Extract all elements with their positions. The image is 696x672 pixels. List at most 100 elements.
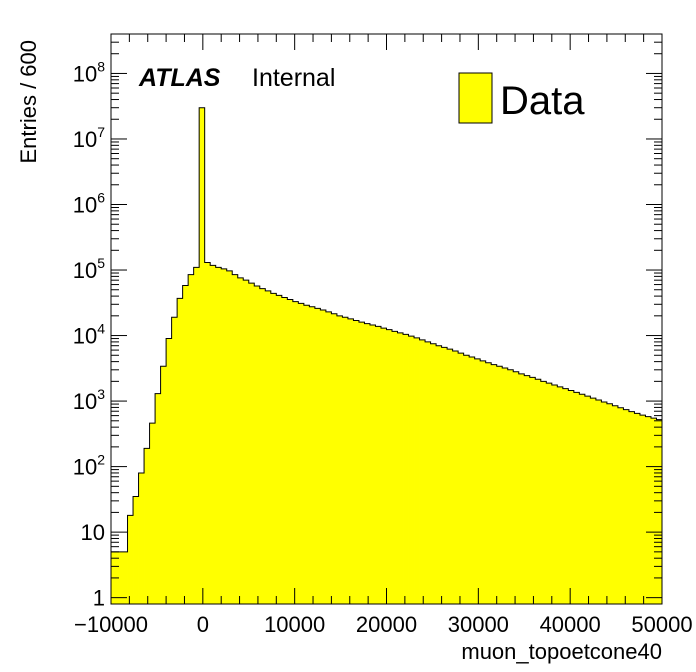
x-tick-label: 30000 (448, 612, 509, 637)
histogram-bar (243, 280, 250, 604)
histogram-bar (303, 305, 310, 604)
histogram-bar (364, 323, 371, 604)
histogram-bar (617, 407, 624, 604)
histogram-bar (133, 496, 139, 604)
histogram-bar (210, 265, 217, 604)
histogram-bar (612, 405, 619, 604)
histogram-bar (281, 297, 288, 604)
histogram-bar (496, 366, 503, 604)
x-tick-label: 50000 (631, 612, 692, 637)
histogram-bar (485, 362, 492, 604)
histogram-bar (265, 290, 272, 604)
histogram-bar (480, 360, 487, 604)
histogram-bar (529, 377, 536, 604)
histogram-bar (513, 371, 520, 604)
histogram-bar (138, 472, 145, 604)
axis-tick-labels: −10000 0 10000 20000 30000 40000 50000 1 10 102 10… (73, 58, 693, 637)
histogram-bar (425, 341, 431, 604)
histogram-bar (568, 390, 575, 604)
histogram-bar (595, 399, 602, 604)
histogram-bar (474, 358, 481, 604)
histogram-bar (254, 286, 261, 604)
histogram-bar (342, 317, 349, 604)
histogram-bar (369, 324, 376, 604)
histogram-bar (237, 277, 244, 604)
y-tick-label: 102 (73, 452, 105, 480)
histogram-bar (287, 299, 294, 604)
histogram-bar (590, 398, 597, 604)
histogram-bar (645, 416, 652, 604)
histogram-bar (601, 401, 608, 604)
histogram-bar (358, 322, 365, 604)
histogram-bar (584, 396, 591, 604)
histogram-bar (656, 419, 663, 604)
histogram-bar (524, 375, 531, 604)
atlas-label: ATLAS (138, 64, 221, 92)
histogram-bar (386, 329, 393, 604)
y-tick-label: 103 (73, 386, 105, 414)
histogram-bar (375, 326, 382, 604)
x-tick-label: 20000 (356, 612, 417, 637)
histogram-bar (546, 383, 553, 604)
histogram-bar (628, 411, 635, 604)
histogram-bar (193, 267, 200, 604)
histogram-bar (122, 551, 128, 604)
histogram-bar (177, 298, 184, 604)
histogram-bar (171, 317, 178, 604)
histogram-bar (573, 392, 580, 604)
x-axis-title: muon_topoetcone40 (461, 639, 662, 664)
histogram-bar (166, 338, 173, 604)
legend-swatch (458, 72, 493, 124)
y-tick-label: 108 (73, 58, 105, 86)
histogram-bars (111, 107, 663, 604)
histogram-bar (397, 332, 404, 604)
histogram-bar (347, 318, 354, 604)
histogram-bar (309, 306, 316, 604)
y-axis-title: Entries / 600 (16, 40, 41, 164)
histogram-bar (414, 337, 420, 604)
histogram-bar (144, 448, 150, 604)
y-tick-label: 104 (73, 321, 105, 349)
histogram-bar (392, 331, 398, 604)
histogram-bar (562, 388, 569, 604)
y-tick-label: 106 (73, 189, 105, 217)
axis-ticks (110, 33, 663, 604)
histogram-bar (204, 262, 211, 604)
histogram-bar (469, 357, 476, 604)
histogram-bar (639, 415, 646, 604)
histogram-bar (298, 303, 305, 604)
x-tick-label: −10000 (74, 612, 148, 637)
histogram-bar (491, 364, 498, 604)
y-tick-label: 107 (73, 124, 105, 152)
histogram-bar (215, 267, 222, 604)
histogram-bar (336, 315, 343, 604)
histogram-bar (116, 551, 123, 604)
histogram-bar (403, 334, 409, 604)
y-tick-label: 105 (73, 255, 105, 283)
histogram-bar (199, 107, 206, 604)
histogram-bar (182, 285, 189, 604)
histogram-bar (419, 339, 426, 604)
atlas-status-label: Internal (252, 64, 335, 92)
histogram-bar (557, 386, 564, 604)
histogram-bar (226, 270, 233, 604)
histogram-bar (292, 301, 299, 604)
histogram-bar (650, 418, 657, 604)
x-tick-label: 0 (197, 612, 209, 637)
histogram-bar (259, 288, 266, 604)
legend-label: Data (500, 79, 585, 123)
y-tick-label: 1 (93, 586, 105, 611)
histogram-bar (160, 366, 167, 604)
histogram-bar (408, 336, 415, 604)
histogram-bar (606, 403, 613, 604)
histogram-bar (380, 328, 387, 604)
histogram-bar (634, 413, 641, 604)
histogram-bar (518, 373, 525, 604)
histogram-bar (314, 308, 321, 604)
histogram-bar (452, 351, 459, 604)
y-tick-label: 10 (81, 520, 105, 545)
histogram-bar (325, 311, 332, 604)
histogram-bar (463, 355, 470, 604)
histogram-bar (436, 345, 442, 604)
